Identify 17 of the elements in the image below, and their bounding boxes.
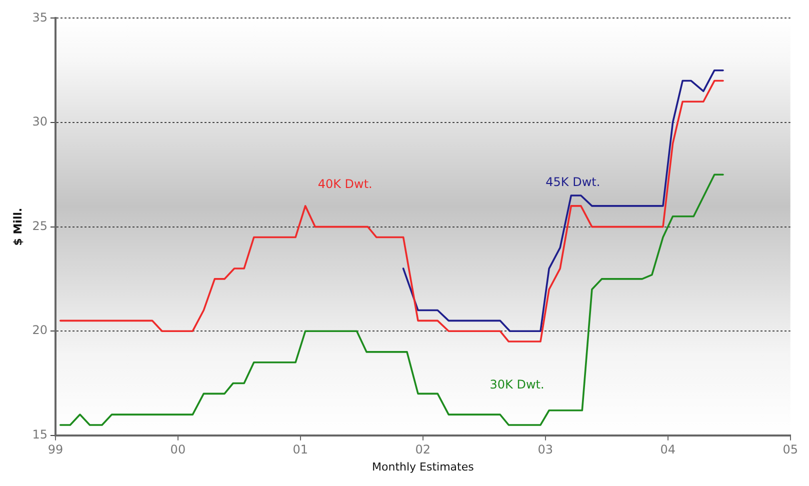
y-tick-label: 35 bbox=[32, 10, 48, 24]
x-axis-title: Monthly Estimates bbox=[372, 460, 474, 474]
x-tick-label: 00 bbox=[170, 442, 186, 457]
y-tick-label: 25 bbox=[32, 218, 48, 233]
y-tick-label: 15 bbox=[32, 428, 48, 442]
x-tick-label: 99 bbox=[48, 442, 64, 457]
y-tick-label: 30 bbox=[32, 114, 48, 129]
x-tick-label: 01 bbox=[292, 442, 308, 457]
y-tick-label: 20 bbox=[32, 323, 48, 338]
x-tick-label: 05 bbox=[782, 442, 798, 457]
y-axis-title: $ Mill. bbox=[11, 208, 24, 246]
series-label: 45K Dwt. bbox=[546, 175, 600, 190]
x-tick-label: 02 bbox=[415, 442, 431, 457]
series-label: 30K Dwt. bbox=[490, 377, 544, 392]
x-tick-label: 03 bbox=[538, 442, 554, 457]
x-tick-label: 04 bbox=[660, 442, 676, 457]
series-label: 40K Dwt. bbox=[318, 177, 372, 192]
